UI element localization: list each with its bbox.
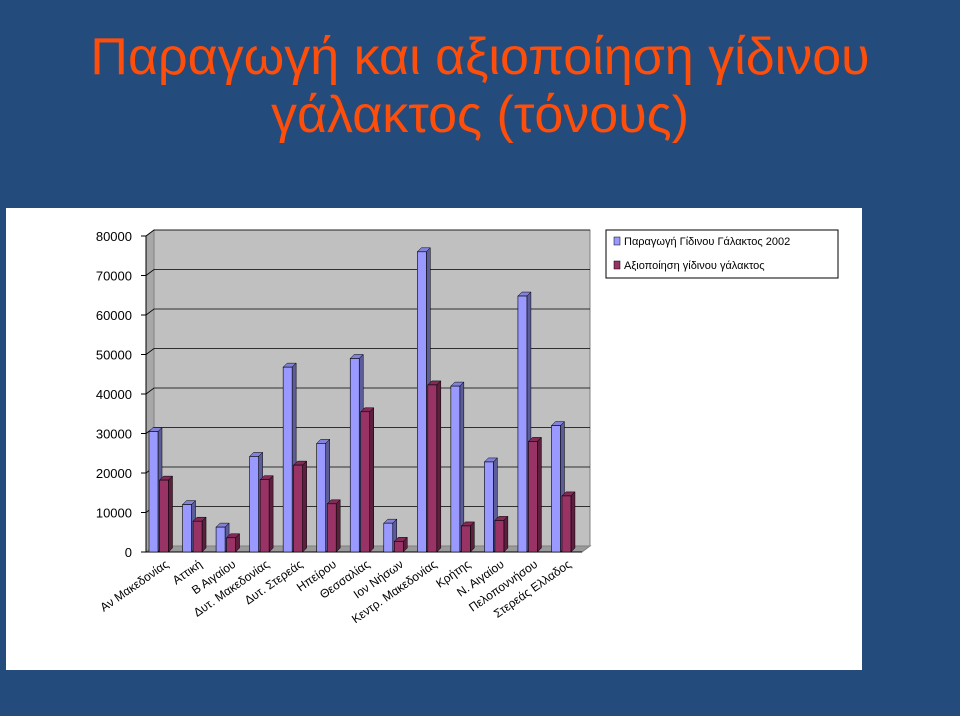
y-tick-label: 20000 [96, 466, 132, 481]
y-tick-label: 80000 [96, 229, 132, 244]
bar [326, 499, 341, 553]
y-tick-label: 10000 [96, 506, 132, 521]
bar [427, 380, 442, 553]
bar [561, 491, 576, 553]
bar [460, 521, 475, 553]
bar [158, 475, 174, 553]
gridline [145, 269, 590, 276]
legend-box [605, 229, 839, 279]
y-tick-label: 0 [125, 545, 132, 560]
legend-entry: Αξιοποίηση γίδινου γάλακτος [624, 260, 765, 272]
gridline [145, 229, 590, 237]
bar [282, 362, 297, 553]
bar [494, 515, 509, 553]
bar [360, 407, 375, 553]
bar [225, 533, 241, 553]
gridline [145, 348, 590, 355]
y-tick-label: 70000 [96, 269, 132, 284]
y-tick-label: 40000 [96, 387, 132, 402]
gridline [145, 387, 590, 395]
bar [393, 536, 408, 553]
bars [148, 247, 576, 553]
bar [192, 516, 207, 553]
x-category-label: Αν Μακεδονίας [98, 557, 172, 615]
slide-title: Παραγωγή και αξιοποίηση γίδινου γάλακτος… [0, 28, 960, 144]
bar [293, 460, 308, 553]
slide-title-line1: Παραγωγή και αξιοποίηση γίδινου [90, 28, 870, 86]
legend-entry: Παραγωγή Γίδινου Γάλακτος 2002 [624, 236, 790, 248]
legend-swatch [613, 236, 621, 246]
bar [527, 436, 543, 553]
legend-swatch [613, 260, 621, 270]
y-tick-label: 30000 [96, 427, 132, 442]
bar [259, 475, 274, 553]
legend: Παραγωγή Γίδινου Γάλακτος 2002 Αξιοποίηση… [605, 229, 839, 279]
gridline [145, 308, 590, 316]
y-tick-label: 50000 [96, 348, 132, 363]
bar-chart: 0 10000 20000 30000 40000 50000 60000 70000 8000… [96, 229, 839, 626]
slide-title-line2: γάλακτος (τόνους) [270, 86, 690, 144]
chart-panel: 0 10000 20000 30000 40000 50000 60000 70000 8000… [6, 208, 862, 670]
y-axis-tick-labels: 0 10000 20000 30000 40000 50000 60000 70000 8000… [96, 229, 132, 560]
y-tick-label: 60000 [96, 308, 132, 323]
